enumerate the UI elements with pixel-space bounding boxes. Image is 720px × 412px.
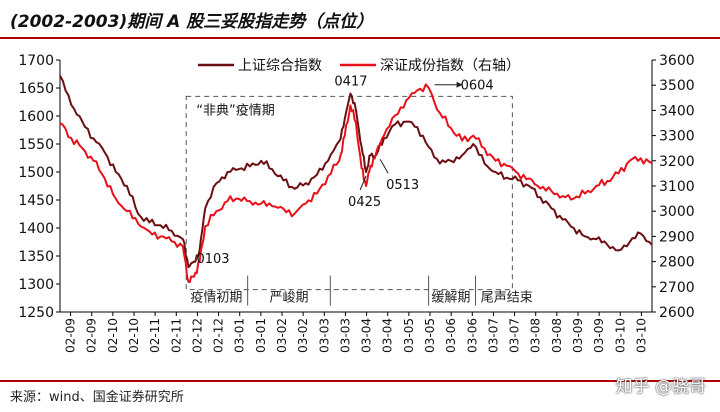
- y-right-tick-label: 3300: [659, 129, 695, 145]
- x-tick-label: 03-03: [338, 318, 352, 353]
- watermark: 知乎 @骁哥: [615, 377, 706, 397]
- x-tick-label: 03-02: [296, 318, 310, 353]
- y-right-tick-label: 2900: [659, 229, 695, 245]
- chart-legend: 上证综合指数 深证成份指数（右轴）: [198, 58, 520, 74]
- y-left-tick-label: 1400: [18, 221, 54, 237]
- x-tick-label: 03-09: [592, 318, 606, 353]
- y-right-tick-label: 3400: [659, 103, 695, 119]
- arrow-head-0604: [456, 81, 463, 88]
- x-tick-label: 03-10: [634, 318, 648, 353]
- page-title: (2002-2003)期间 A 股三妥股指走势（点位）: [10, 12, 374, 32]
- x-tick-label: 02-12: [190, 318, 204, 353]
- phase-label: 严峻期: [269, 290, 308, 306]
- series-line-szse: [59, 83, 653, 284]
- x-tick-label: 03-05: [423, 318, 437, 353]
- y-right-tick-label: 3200: [659, 154, 695, 170]
- y-left-tick-label: 1250: [18, 305, 54, 321]
- x-tick-label: 03-04: [360, 318, 374, 353]
- x-tick-label: 02-10: [127, 318, 141, 353]
- x-tick-label: 02-11: [148, 318, 162, 353]
- box-label: “非典”疫情期: [196, 102, 274, 118]
- y-right-tick-label: 2800: [659, 255, 695, 271]
- x-tick-label: 03-01: [254, 318, 268, 353]
- x-tick-label: 03-05: [402, 318, 416, 353]
- x-tick-label: 03-01: [233, 318, 247, 353]
- point-label: 0417: [334, 75, 367, 90]
- x-tick-label: 02-09: [64, 318, 78, 353]
- x-tick-label: 03-06: [465, 318, 479, 353]
- y-left-tick-label: 1550: [18, 137, 54, 153]
- phase-label: 缓解期: [431, 291, 470, 306]
- x-tick-label: 02-09: [85, 318, 99, 353]
- x-tick-label: 03-07: [508, 318, 522, 353]
- x-tick-label: 03-09: [571, 318, 585, 353]
- x-tick-label: 03-07: [486, 318, 500, 353]
- footer-divider: [0, 380, 720, 382]
- phase-label: 疫情初期: [190, 290, 242, 306]
- x-tick-label: 03-03: [317, 318, 331, 353]
- x-tick-label: 03-10: [613, 318, 627, 353]
- point-label: 0604: [461, 79, 494, 94]
- title-bar: (2002-2003)期间 A 股三妥股指走势（点位）: [0, 0, 720, 36]
- y-left-tick-label: 1500: [18, 165, 54, 181]
- y-left-tick-label: 1350: [18, 249, 54, 265]
- y-right-tick-label: 2600: [659, 305, 695, 321]
- annotation-labels: 0103 0417 0425 0513 0604: [196, 75, 493, 268]
- y-left-tick-label: 1650: [18, 81, 54, 97]
- x-tick-label: 03-08: [529, 318, 543, 353]
- x-tick-label: 02-11: [169, 318, 183, 353]
- arrow-0513: [379, 158, 389, 174]
- phase-label: 尾声结束: [481, 291, 533, 306]
- title-divider: [0, 37, 720, 39]
- series-lines: [59, 75, 653, 284]
- y-right-tick-label: 3600: [659, 53, 695, 69]
- x-tick-label: 03-04: [381, 318, 395, 353]
- y-right-tick-label: 3500: [659, 78, 695, 94]
- point-label: 0103: [196, 252, 229, 267]
- legend-label-sse: 上证综合指数: [238, 58, 322, 74]
- chart-axes: 1250 1300 1350 1400 1450 1500 1550 1600 1650 1700…: [18, 53, 694, 353]
- point-label: 0513: [386, 178, 419, 193]
- series-line-sse: [59, 75, 653, 269]
- y-left-tick-label: 1450: [18, 193, 54, 209]
- y-right-tick-label: 2700: [659, 280, 695, 296]
- x-tick-label: 02-12: [212, 318, 226, 353]
- arrow-0425: [359, 175, 367, 191]
- y-left-tick-label: 1700: [18, 53, 54, 69]
- legend-label-szse: 深证成份指数（右轴）: [380, 58, 520, 74]
- y-left-tick-label: 1600: [18, 109, 54, 125]
- x-tick-label: 03-06: [444, 318, 458, 353]
- x-tick-label: 03-08: [550, 318, 564, 353]
- x-tick-label: 02-10: [106, 318, 120, 353]
- y-right-tick-label: 3000: [659, 204, 695, 220]
- x-tick-label: 03-02: [275, 318, 289, 353]
- point-label: 0425: [348, 195, 381, 210]
- line-chart: 1250 1300 1350 1400 1450 1500 1550 1600 1650 1700…: [18, 53, 694, 353]
- period-box: [185, 95, 513, 291]
- source-note: 来源：wind、国金证券研究所: [10, 390, 184, 405]
- y-left-tick-label: 1300: [18, 277, 54, 293]
- y-right-tick-label: 3100: [659, 179, 695, 195]
